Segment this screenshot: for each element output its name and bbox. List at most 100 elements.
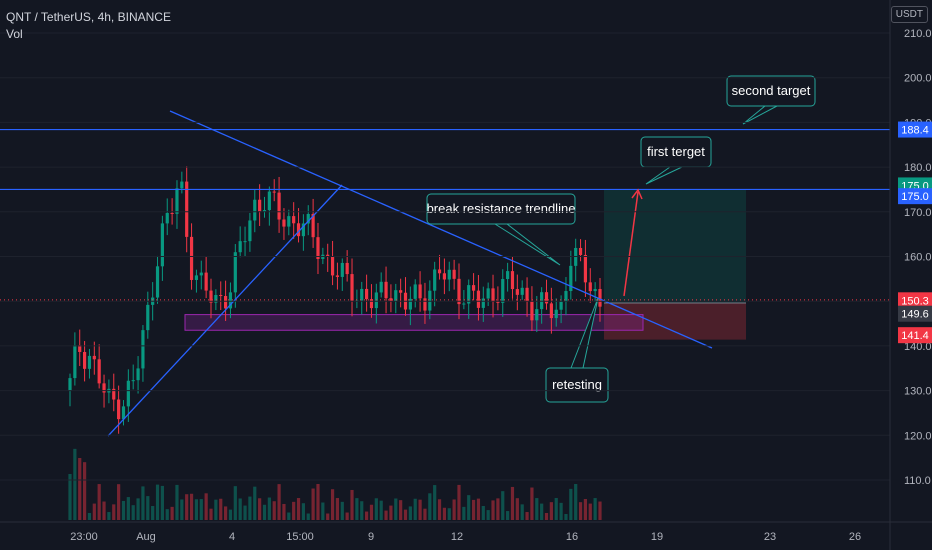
volume-bar (326, 513, 330, 520)
volume-bar (102, 501, 106, 520)
candle-body (141, 330, 145, 369)
volume-bar (399, 500, 403, 520)
candle-body (559, 301, 563, 310)
volume-bar (189, 493, 194, 520)
volume-bar (311, 488, 315, 520)
candle-body (253, 199, 257, 221)
volume-bar (180, 499, 184, 520)
volume-bar (194, 499, 199, 520)
candle-body (433, 269, 437, 291)
volume-bar (146, 496, 150, 520)
candle-body (223, 296, 228, 309)
volume-bar (476, 498, 481, 520)
volume-bar (574, 484, 578, 520)
volume-bar (369, 504, 374, 520)
y-tick-label: 210.0 (904, 28, 932, 40)
volume-bar (423, 508, 427, 520)
volume-bar (292, 501, 296, 520)
volume-bar (141, 486, 145, 520)
candle-body (520, 287, 524, 295)
volume-bar (316, 484, 320, 520)
candle-body (399, 290, 403, 293)
candle-body (452, 269, 456, 279)
volume-bar (335, 498, 340, 520)
candle-body (272, 191, 276, 193)
candle-body (155, 266, 160, 298)
volume-bar (107, 512, 111, 520)
candle-body (296, 223, 301, 237)
candle-body (189, 236, 194, 280)
volume-bars (68, 448, 602, 520)
volume-bar (306, 513, 310, 520)
volume-bar (253, 486, 257, 520)
volume-bar (321, 502, 325, 520)
candle-body (549, 303, 553, 319)
volume-bar (170, 506, 174, 520)
target-zone (604, 189, 746, 303)
candle-body (442, 273, 447, 280)
volume-bar (554, 498, 558, 520)
candle-body (248, 220, 252, 242)
price-tag (898, 292, 932, 309)
candle-body (214, 294, 218, 303)
x-tick-label: 19 (651, 531, 663, 543)
candle-body (413, 284, 417, 299)
volume-bar (389, 505, 393, 520)
price-tag (898, 305, 932, 322)
volume-bar (506, 511, 510, 520)
x-tick-label: Aug (136, 531, 156, 543)
candle-body (598, 288, 602, 307)
callout-text: break resistance trendline (427, 201, 576, 216)
price-tag (898, 327, 932, 344)
callout-box (545, 367, 609, 403)
volume-bar (481, 506, 485, 520)
candle-body (233, 252, 237, 293)
y-tick-label: 160.0 (904, 252, 932, 264)
candle-body (365, 288, 369, 300)
candle-body (170, 212, 174, 214)
candle-body (219, 294, 223, 297)
candle-body (389, 298, 393, 302)
volume-bar (418, 499, 422, 520)
volume-bar (525, 512, 529, 520)
candle-body (185, 181, 189, 237)
volume-bar (374, 498, 378, 520)
volume-bar (73, 448, 77, 520)
arrow-head (631, 188, 643, 200)
volume-bar (471, 499, 476, 520)
candle-body (423, 298, 427, 311)
callout-pointer (645, 166, 683, 185)
candle-body (73, 345, 77, 379)
volume-bar (598, 501, 602, 520)
stop-zone (604, 302, 746, 340)
volume-bar (301, 503, 305, 520)
candle-body (583, 255, 588, 283)
x-tick-label: 15:00 (286, 531, 314, 543)
candle-body (228, 292, 233, 309)
x-tick-label: 16 (566, 531, 578, 543)
candle-body (301, 223, 305, 237)
volume-bar (121, 500, 126, 520)
volume-bar (151, 505, 155, 520)
volume-bar (287, 512, 291, 520)
volume-bar (433, 485, 437, 520)
candle-body (335, 275, 340, 277)
candle-body (515, 289, 519, 295)
candle-body (564, 291, 568, 302)
volume-bar (155, 484, 160, 520)
volume-bar (447, 508, 451, 520)
price-tag-label: 150.3 (901, 295, 929, 307)
candle-body (282, 219, 286, 227)
currency-button[interactable]: USDT (890, 6, 928, 23)
volume-bar (403, 509, 408, 520)
volume-bar (219, 498, 223, 520)
candle-body (486, 288, 490, 299)
volume-bar (282, 503, 286, 520)
candle-body (82, 351, 87, 369)
volume-bar (457, 484, 461, 520)
volume-bar (82, 462, 87, 520)
volume-bar (384, 510, 388, 520)
candle-body (146, 304, 150, 331)
volume-bar (549, 502, 553, 520)
